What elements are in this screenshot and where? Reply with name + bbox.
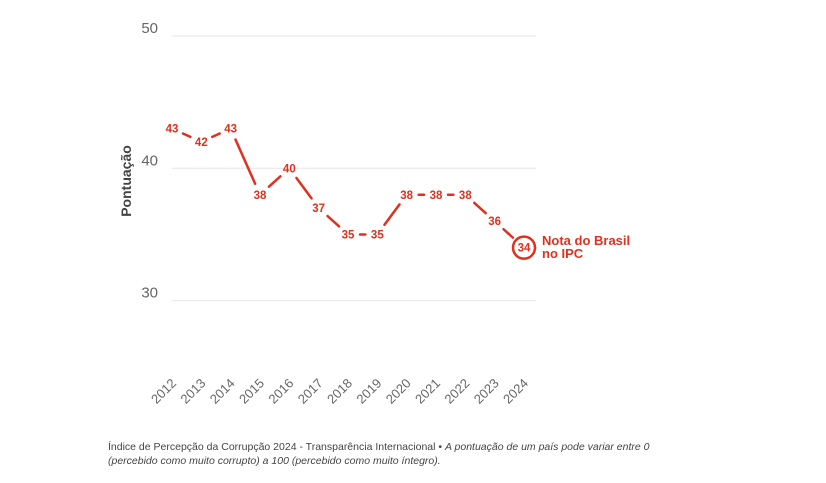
x-tick-label-2019: 2019 — [353, 376, 384, 407]
data-label-2024: 34 — [518, 243, 531, 255]
line-segment-2015-2016 — [267, 175, 282, 188]
y-axis-ticks: 30 40 50 — [141, 20, 158, 302]
data-label-2023: 36 — [488, 216, 501, 228]
data-label-2017: 37 — [312, 203, 325, 215]
x-tick-label-2014: 2014 — [207, 376, 238, 407]
line-segment-2013-2014 — [211, 132, 221, 139]
data-label-2019: 35 — [371, 229, 384, 241]
line-segment-2023-2024 — [502, 228, 515, 239]
annotation-line-1: Nota do Brasil — [542, 233, 630, 248]
data-labels: 43 42 43 38 40 37 35 35 38 38 38 36 34 — [166, 124, 537, 260]
highlight-circle-2024 — [511, 235, 537, 260]
x-tick-label-2020: 2020 — [383, 376, 414, 407]
x-tick-label-2012: 2012 — [148, 376, 179, 407]
data-label-2021: 38 — [430, 190, 443, 202]
y-tick-label-40: 40 — [141, 152, 158, 169]
highlight-annotation: Nota do Brasil no IPC — [542, 233, 630, 261]
line-segment-2022-2023 — [472, 201, 488, 215]
x-axis-ticks: 2012201320142015201620172018201920202021… — [148, 376, 531, 407]
annotation-line-2: no IPC — [542, 246, 584, 261]
x-tick-label-2013: 2013 — [177, 376, 208, 407]
data-label-2022: 38 — [459, 190, 472, 202]
line-segment-2014-2015 — [234, 138, 257, 186]
y-tick-label-50: 50 — [141, 20, 158, 37]
data-label-2016: 40 — [283, 163, 296, 175]
data-label-2020: 38 — [400, 190, 413, 202]
footnote-note: A pontuação de um país pode variar entre… — [108, 441, 650, 467]
x-tick-label-2018: 2018 — [324, 376, 355, 407]
data-label-2018: 35 — [342, 229, 355, 241]
series-line — [181, 132, 515, 239]
y-tick-label-30: 30 — [141, 285, 158, 302]
x-tick-label-2021: 2021 — [412, 376, 443, 407]
y-axis-label: Pontuação — [118, 145, 134, 217]
x-tick-label-2015: 2015 — [236, 376, 267, 407]
footnote-source: Índice de Percepção da Corrupção 2024 - … — [108, 441, 436, 453]
line-segment-2016-2017 — [295, 176, 313, 200]
data-label-2013: 42 — [195, 137, 208, 149]
x-tick-label-2016: 2016 — [265, 376, 296, 407]
line-segment-2012-2013 — [181, 132, 192, 139]
data-label-2015: 38 — [254, 190, 267, 202]
footnote-separator: • — [435, 441, 445, 453]
gridlines — [172, 35, 536, 302]
data-label-2012: 43 — [166, 124, 179, 136]
line-segment-2017-2018 — [326, 214, 341, 228]
line-segment-2019-2020 — [383, 203, 401, 227]
x-tick-label-2024: 2024 — [500, 376, 531, 407]
x-tick-label-2023: 2023 — [471, 376, 502, 407]
x-tick-label-2017: 2017 — [295, 376, 326, 407]
x-tick-label-2022: 2022 — [441, 376, 472, 407]
data-label-2014: 43 — [224, 124, 237, 136]
footnote: Índice de Percepção da Corrupção 2024 - … — [108, 440, 668, 468]
